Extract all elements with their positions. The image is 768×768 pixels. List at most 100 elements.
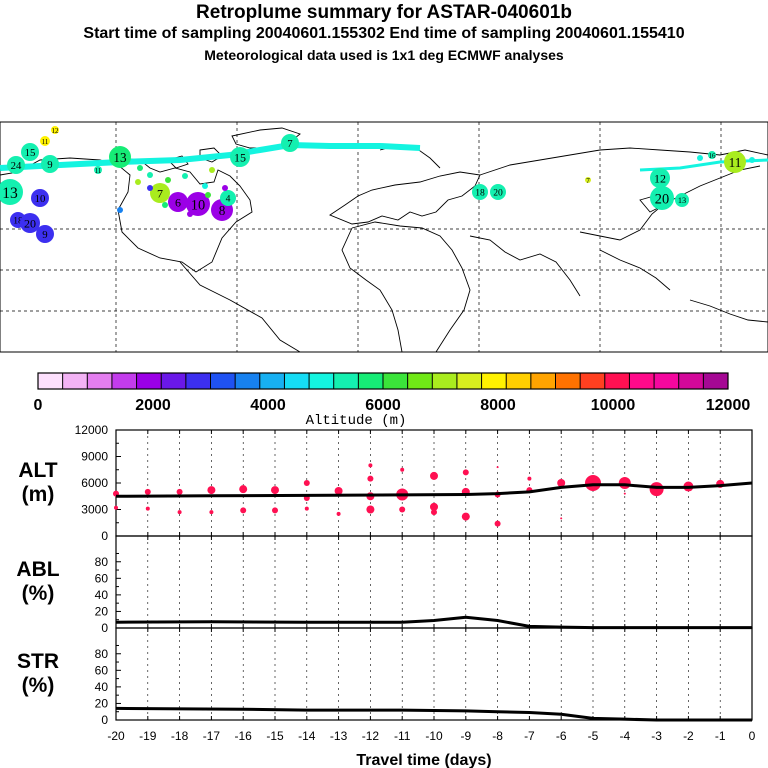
- map-cluster-dot: [41, 155, 59, 173]
- colorbar-swatch: [383, 373, 409, 389]
- map-cluster-label: 13: [2, 185, 18, 202]
- colorbar-swatch: [629, 373, 655, 389]
- map-cluster-dot: [21, 143, 39, 161]
- map-plume-point: [165, 177, 171, 183]
- alt-cluster-point: [430, 471, 438, 480]
- map-cluster-dot: [150, 183, 170, 203]
- colorbar-swatch: [309, 373, 335, 389]
- colorbar-swatch: [432, 373, 458, 389]
- colorbar-swatch: [530, 373, 556, 389]
- colorbar-swatch: [604, 373, 630, 389]
- map-cluster-label: 10: [35, 193, 46, 205]
- colorbar-label: Altitude (m): [306, 413, 407, 429]
- map-cluster-dot: [109, 146, 131, 168]
- map-cluster-dot: [708, 151, 716, 159]
- alt-cluster-point: [271, 486, 279, 495]
- alt-cluster-point: [527, 476, 532, 481]
- x-tick-label: -20: [107, 729, 125, 743]
- map-cluster: 20: [20, 213, 40, 233]
- alt-cluster-point: [368, 463, 373, 468]
- chart-title: Retroplume summary for ASTAR-040601b: [196, 2, 572, 23]
- colorbar-swatch: [111, 373, 138, 389]
- x-tick-label: -18: [171, 729, 189, 743]
- map-plume-point: [182, 173, 188, 179]
- panel-ylabel-unit: (%): [22, 674, 55, 697]
- map-plume-point: [162, 202, 168, 208]
- map-cluster-dot: [40, 136, 50, 146]
- colorbar-swatch: [678, 373, 704, 389]
- x-tick-label: -5: [588, 729, 599, 743]
- map-cluster-label: 15: [234, 151, 246, 165]
- map-cluster: 7: [150, 183, 170, 203]
- colorbar-swatch: [358, 373, 384, 389]
- alt-cluster-point: [496, 466, 499, 469]
- alt-cluster-point: [367, 475, 374, 482]
- alt-cluster-point: [560, 517, 563, 520]
- colorbar-tick-label: 8000: [480, 397, 516, 414]
- map-cluster: 13: [675, 193, 689, 207]
- map-cluster-dot: [0, 179, 23, 205]
- colorbar-swatch: [259, 373, 285, 389]
- colorbar-tick-label: 4000: [250, 397, 286, 414]
- alt-cluster-point: [304, 506, 309, 511]
- colorbar-swatch: [210, 373, 236, 389]
- alt-cluster-point: [114, 505, 118, 510]
- alt-cluster-point: [430, 502, 438, 511]
- map-cluster: 15: [230, 147, 250, 167]
- map-cluster: 20: [490, 184, 506, 200]
- y-tick-label: 60: [95, 663, 109, 677]
- y-tick-label: 0: [101, 713, 108, 727]
- alt-cluster-point: [400, 467, 405, 472]
- colorbar-swatch: [407, 373, 433, 389]
- x-tick-label: -10: [425, 729, 443, 743]
- map-cluster: 6: [168, 192, 188, 212]
- map-cluster-label: 8: [219, 203, 226, 218]
- alt-cluster-point: [209, 510, 214, 515]
- map-cluster-label: 13: [113, 150, 127, 165]
- alt-cluster-point: [494, 520, 501, 527]
- map-cluster-dot: [36, 225, 54, 243]
- y-tick-label: 20: [95, 696, 109, 710]
- map-cluster-label: 18: [475, 188, 485, 199]
- x-tick-label: 0: [749, 729, 756, 743]
- map-cluster-label: 12: [654, 172, 666, 186]
- map-cluster-dot: [281, 134, 299, 152]
- y-tick-label: 6000: [81, 476, 108, 490]
- map-cluster-label: 18: [13, 216, 23, 227]
- colorbar-tick-label: 6000: [365, 397, 401, 414]
- x-tick-label: -14: [298, 729, 316, 743]
- x-tick-label: -6: [556, 729, 567, 743]
- alt-cluster-point: [177, 510, 182, 515]
- map-cluster-dot: [94, 166, 102, 174]
- colorbar-swatch: [580, 373, 606, 389]
- map-cluster-label: 15: [25, 147, 36, 159]
- alt-cluster-point: [336, 511, 341, 516]
- map-cluster: 12: [51, 126, 59, 135]
- colorbar-swatch: [62, 373, 88, 389]
- colorbar-swatch: [654, 373, 680, 389]
- map-cluster-label: 7: [157, 187, 163, 201]
- map-cluster: 9: [41, 155, 59, 173]
- map-plume-point: [117, 207, 123, 213]
- map-cluster-dot: [650, 186, 674, 210]
- map-cluster-dot: [186, 192, 210, 216]
- y-tick-label: 3000: [81, 503, 108, 517]
- colorbar-tick-label: 2000: [135, 397, 171, 414]
- map-plume-point: [147, 172, 153, 178]
- y-tick-label: 80: [95, 555, 109, 569]
- map-cluster-dot: [675, 193, 689, 207]
- alt-cluster-point: [585, 475, 601, 491]
- x-tick-label: -19: [139, 729, 157, 743]
- map-plume-point: [749, 157, 755, 163]
- y-tick-label: 0: [101, 621, 108, 635]
- map-plume-point: [209, 167, 215, 173]
- alt-cluster-point: [557, 479, 566, 487]
- map-cluster-label: 20: [24, 217, 36, 231]
- map-cluster: 10: [186, 192, 210, 216]
- alt-cluster-point: [240, 507, 247, 514]
- alt-cluster-point: [207, 486, 216, 495]
- colorbar-swatch: [38, 373, 64, 389]
- alt-cluster-point: [272, 507, 278, 514]
